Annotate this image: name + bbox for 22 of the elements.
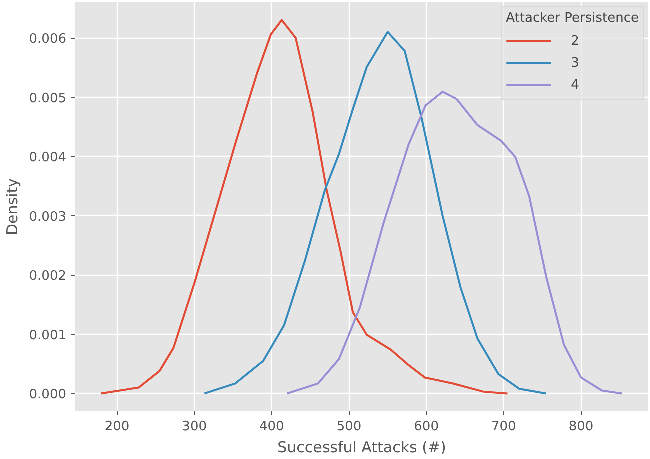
x-tick-label: 400 (260, 420, 284, 434)
x-tick-label: 500 (336, 420, 362, 434)
x-tick-label: 700 (491, 420, 516, 434)
y-tick-label: 0.004 (29, 150, 66, 166)
legend-label: 3 (571, 56, 580, 70)
line-series (286, 91, 624, 395)
y-tick-label: 0.006 (29, 32, 66, 48)
x-tick-label: 600 (414, 420, 439, 434)
legend-label: 2 (571, 34, 580, 48)
x-tick-label: 200 (104, 420, 130, 434)
y-axis-title: Density (3, 178, 22, 236)
y-tick-label: 0.005 (29, 91, 66, 106)
y-tick-label: 0.000 (29, 388, 66, 403)
line-series (204, 31, 548, 395)
legend-label: 4 (571, 78, 580, 92)
x-axis-title: Successful Attacks (#) (278, 438, 446, 456)
x-tick-label: 300 (182, 420, 208, 434)
y-tick-label: 0.003 (29, 210, 66, 225)
legend-title: Attacker Persistence (506, 11, 639, 26)
y-tick-label: 0.001 (29, 328, 66, 344)
y-tick-label: 0.002 (29, 269, 66, 284)
x-tick-label: 800 (568, 420, 594, 434)
